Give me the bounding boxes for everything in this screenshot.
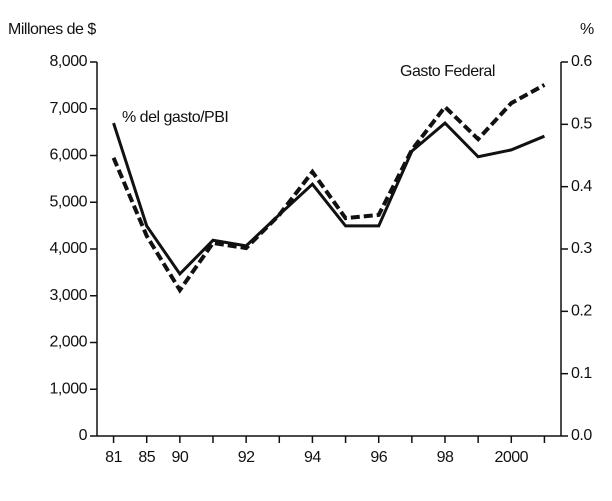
y-axis-label: Millones de $ — [8, 21, 96, 38]
x-tick-label: 92 — [238, 449, 255, 466]
y-tick-label: 4,000 — [49, 240, 87, 257]
y2-tick-label: 0.1 — [571, 365, 592, 382]
y2-tick-label: 0.2 — [571, 303, 592, 320]
y-tick-label: 8,000 — [49, 53, 87, 70]
y-tick-label: 0 — [79, 427, 88, 444]
x-tick-label: 96 — [370, 449, 387, 466]
y-tick-label: 7,000 — [49, 100, 87, 117]
x-tick-label: 98 — [437, 449, 454, 466]
series-label: Gasto Federal — [400, 63, 495, 80]
x-tick-label: 2000 — [494, 449, 528, 466]
x-tick-label: 90 — [171, 449, 188, 466]
y2-tick-label: 0.6 — [571, 53, 592, 70]
y2-tick-label: 0.4 — [571, 178, 592, 195]
series-line — [111, 83, 546, 294]
y-tick-label: 3,000 — [49, 287, 87, 304]
y-tick-label: 5,000 — [49, 193, 87, 210]
series-line — [112, 121, 546, 277]
series-label: % del gasto/PBI — [122, 109, 228, 126]
y2-tick-label: 0.5 — [571, 116, 592, 133]
x-tick-label: 85 — [138, 449, 155, 466]
y2-axis-label: % — [580, 21, 594, 38]
x-tick-label: 81 — [105, 449, 122, 466]
x-tick-label: 94 — [304, 449, 321, 466]
y2-tick-label: 0.0 — [571, 427, 592, 444]
y-tick-label: 2,000 — [49, 334, 87, 351]
y2-tick-label: 0.3 — [571, 240, 592, 257]
y-tick-label: 6,000 — [49, 147, 87, 164]
y-tick-label: 1,000 — [49, 380, 87, 397]
